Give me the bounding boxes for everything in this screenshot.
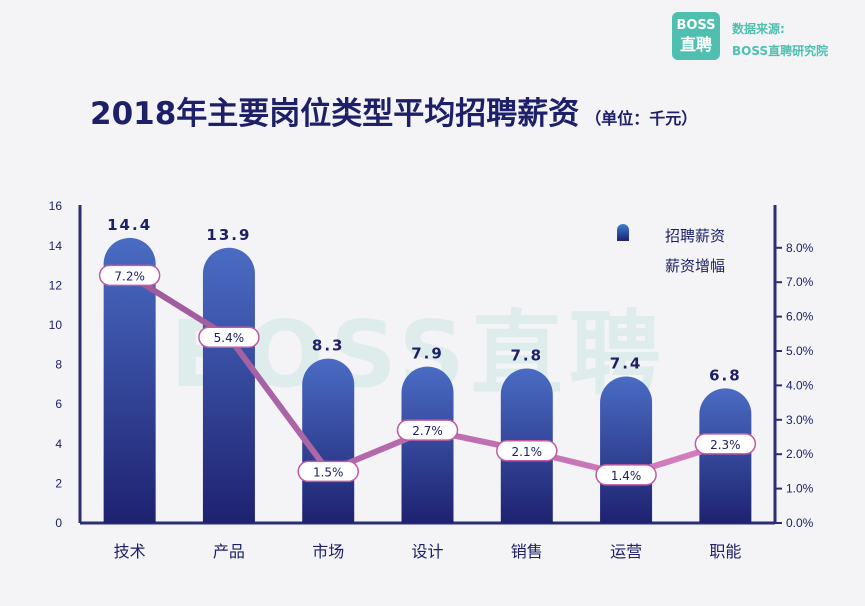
x-tick-label: 职能 bbox=[709, 542, 741, 561]
growth-value-label: 2.1% bbox=[512, 445, 543, 459]
chart-title-text: 2018年主要岗位类型平均招聘薪资 bbox=[90, 96, 580, 132]
bar-value-label: 7.9 bbox=[411, 345, 444, 363]
y-left-tick-label: 14 bbox=[49, 239, 63, 253]
growth-value-label: 2.3% bbox=[710, 438, 741, 452]
bar bbox=[401, 366, 454, 523]
y-right-tick-label: 0.0% bbox=[786, 516, 814, 530]
bar bbox=[202, 247, 255, 523]
boss-logo: BOSS 直聘 bbox=[672, 12, 720, 60]
y-left-tick-label: 12 bbox=[49, 278, 63, 292]
growth-point-badge bbox=[694, 433, 757, 455]
y-right-tick-label: 7.0% bbox=[786, 275, 814, 289]
growth-value-label: 1.4% bbox=[611, 469, 642, 483]
y-right-tick-label: 4.0% bbox=[786, 378, 814, 392]
growth-point-badge bbox=[496, 440, 558, 462]
x-tick-label: 产品 bbox=[213, 542, 245, 561]
x-tick-label: 销售 bbox=[511, 542, 543, 561]
y-left-tick-label: 10 bbox=[49, 318, 63, 332]
y-right-tick-label: 3.0% bbox=[786, 413, 814, 427]
legend-bar-icon bbox=[617, 224, 629, 241]
x-tick-label: 市场 bbox=[312, 542, 344, 561]
chart-title: 2018年主要岗位类型平均招聘薪资 （单位：千元） bbox=[90, 88, 697, 133]
growth-value-label: 2.7% bbox=[412, 424, 443, 438]
y-right-tick-label: 6.0% bbox=[786, 310, 814, 324]
data-source: 数据来源: BOSS直聘研究院 bbox=[732, 18, 828, 62]
y-left-tick-label: 2 bbox=[55, 476, 62, 490]
logo-text-boss: BOSS bbox=[676, 18, 716, 33]
x-tick-label: 设计 bbox=[411, 542, 443, 561]
y-left-tick-label: 16 bbox=[49, 199, 63, 213]
logo-text-zhipin: 直聘 bbox=[679, 35, 712, 54]
bar-value-label: 13.9 bbox=[206, 226, 251, 244]
growth-point-badge bbox=[198, 326, 260, 348]
growth-value-label: 1.5% bbox=[313, 465, 344, 479]
legend-label-growth: 薪资增幅 bbox=[665, 257, 725, 275]
growth-point-badge bbox=[98, 264, 161, 287]
chart-unit: （单位：千元） bbox=[585, 109, 698, 128]
legend-label-salary: 招聘薪资 bbox=[665, 227, 725, 245]
growth-value-label: 5.4% bbox=[214, 331, 245, 345]
y-left-tick-label: 8 bbox=[55, 358, 62, 372]
bar-value-label: 7.4 bbox=[610, 354, 643, 372]
y-right-tick-label: 1.0% bbox=[786, 482, 814, 496]
source-label: 数据来源: bbox=[732, 22, 785, 36]
bar-value-label: 6.8 bbox=[709, 366, 742, 384]
growth-point-badge bbox=[595, 464, 657, 486]
y-left-tick-label: 6 bbox=[55, 397, 62, 411]
x-tick-label: 运营 bbox=[610, 542, 642, 561]
bar bbox=[600, 376, 653, 523]
y-left-tick-label: 0 bbox=[55, 516, 62, 530]
growth-value-label: 7.2% bbox=[114, 269, 145, 283]
x-tick-label: 技术 bbox=[114, 542, 146, 561]
source-name: BOSS直聘研究院 bbox=[732, 44, 829, 58]
y-right-tick-label: 8.0% bbox=[786, 241, 814, 255]
bar-value-label: 8.3 bbox=[312, 337, 345, 355]
bar-value-label: 7.8 bbox=[510, 347, 543, 365]
y-right-tick-label: 2.0% bbox=[786, 447, 814, 461]
bar bbox=[699, 388, 752, 523]
bar bbox=[302, 358, 355, 523]
bar-value-label: 14.4 bbox=[107, 216, 152, 234]
growth-point-badge bbox=[396, 419, 459, 441]
y-left-tick-label: 4 bbox=[55, 437, 62, 451]
y-right-tick-label: 5.0% bbox=[786, 344, 814, 358]
bar bbox=[103, 237, 156, 523]
growth-point-badge bbox=[297, 460, 359, 483]
